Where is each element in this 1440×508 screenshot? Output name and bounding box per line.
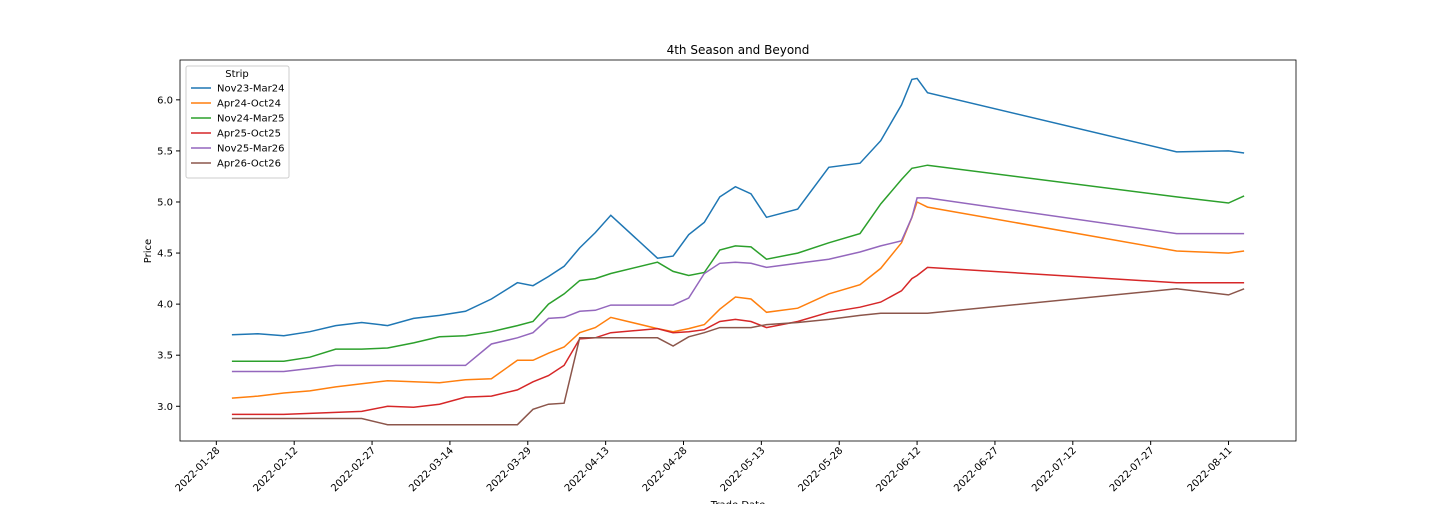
legend-label: Apr26-Oct26 [217, 159, 281, 170]
series-line [231, 197, 1245, 373]
x-tick-label: 2022-04-13 [563, 445, 612, 494]
legend-label: Nov24-Mar25 [217, 114, 284, 125]
series-line [231, 266, 1245, 416]
series-line [231, 200, 1245, 399]
y-tick-label: 4.5 [157, 249, 173, 260]
chart-title: 4th Season and Beyond [667, 43, 810, 57]
y-tick-label: 3.0 [157, 402, 173, 413]
x-tick-label: 2022-06-27 [952, 445, 1001, 494]
y-tick-label: 5.5 [157, 146, 173, 157]
x-tick-label: 2022-08-11 [1186, 445, 1235, 494]
legend-label: Nov23-Mar24 [217, 84, 284, 95]
x-tick-label: 2022-06-12 [874, 445, 923, 494]
legend-label: Nov25-Mar26 [217, 144, 284, 155]
x-tick-label: 2022-03-14 [407, 445, 456, 494]
series-line [231, 164, 1245, 363]
plot-frame [179, 59, 1297, 442]
series-line [231, 288, 1245, 426]
y-tick-label: 6.0 [157, 95, 173, 106]
x-axis-label: Trade Date [710, 500, 765, 504]
series-line [231, 77, 1245, 337]
x-tick-label: 2022-05-13 [719, 445, 768, 494]
x-tick-label: 2022-02-27 [329, 445, 378, 494]
legend-label: Apr24-Oct24 [217, 99, 281, 110]
y-axis-label: Price [143, 239, 154, 263]
x-tick-label: 2022-05-28 [796, 445, 845, 494]
x-tick-label: 2022-07-27 [1108, 445, 1157, 494]
x-tick-label: 2022-07-12 [1030, 445, 1079, 494]
x-tick-label: 2022-01-28 [174, 445, 223, 494]
legend-box [185, 65, 290, 179]
legend-label: Apr25-Oct25 [217, 129, 281, 140]
y-tick-label: 5.0 [157, 197, 173, 208]
legend-title: Strip [225, 69, 249, 80]
y-tick-label: 3.5 [157, 351, 173, 362]
x-tick-label: 2022-02-12 [251, 445, 300, 494]
y-tick-label: 4.0 [157, 300, 173, 311]
x-tick-label: 2022-04-28 [641, 445, 690, 494]
x-tick-label: 2022-03-29 [485, 445, 534, 494]
